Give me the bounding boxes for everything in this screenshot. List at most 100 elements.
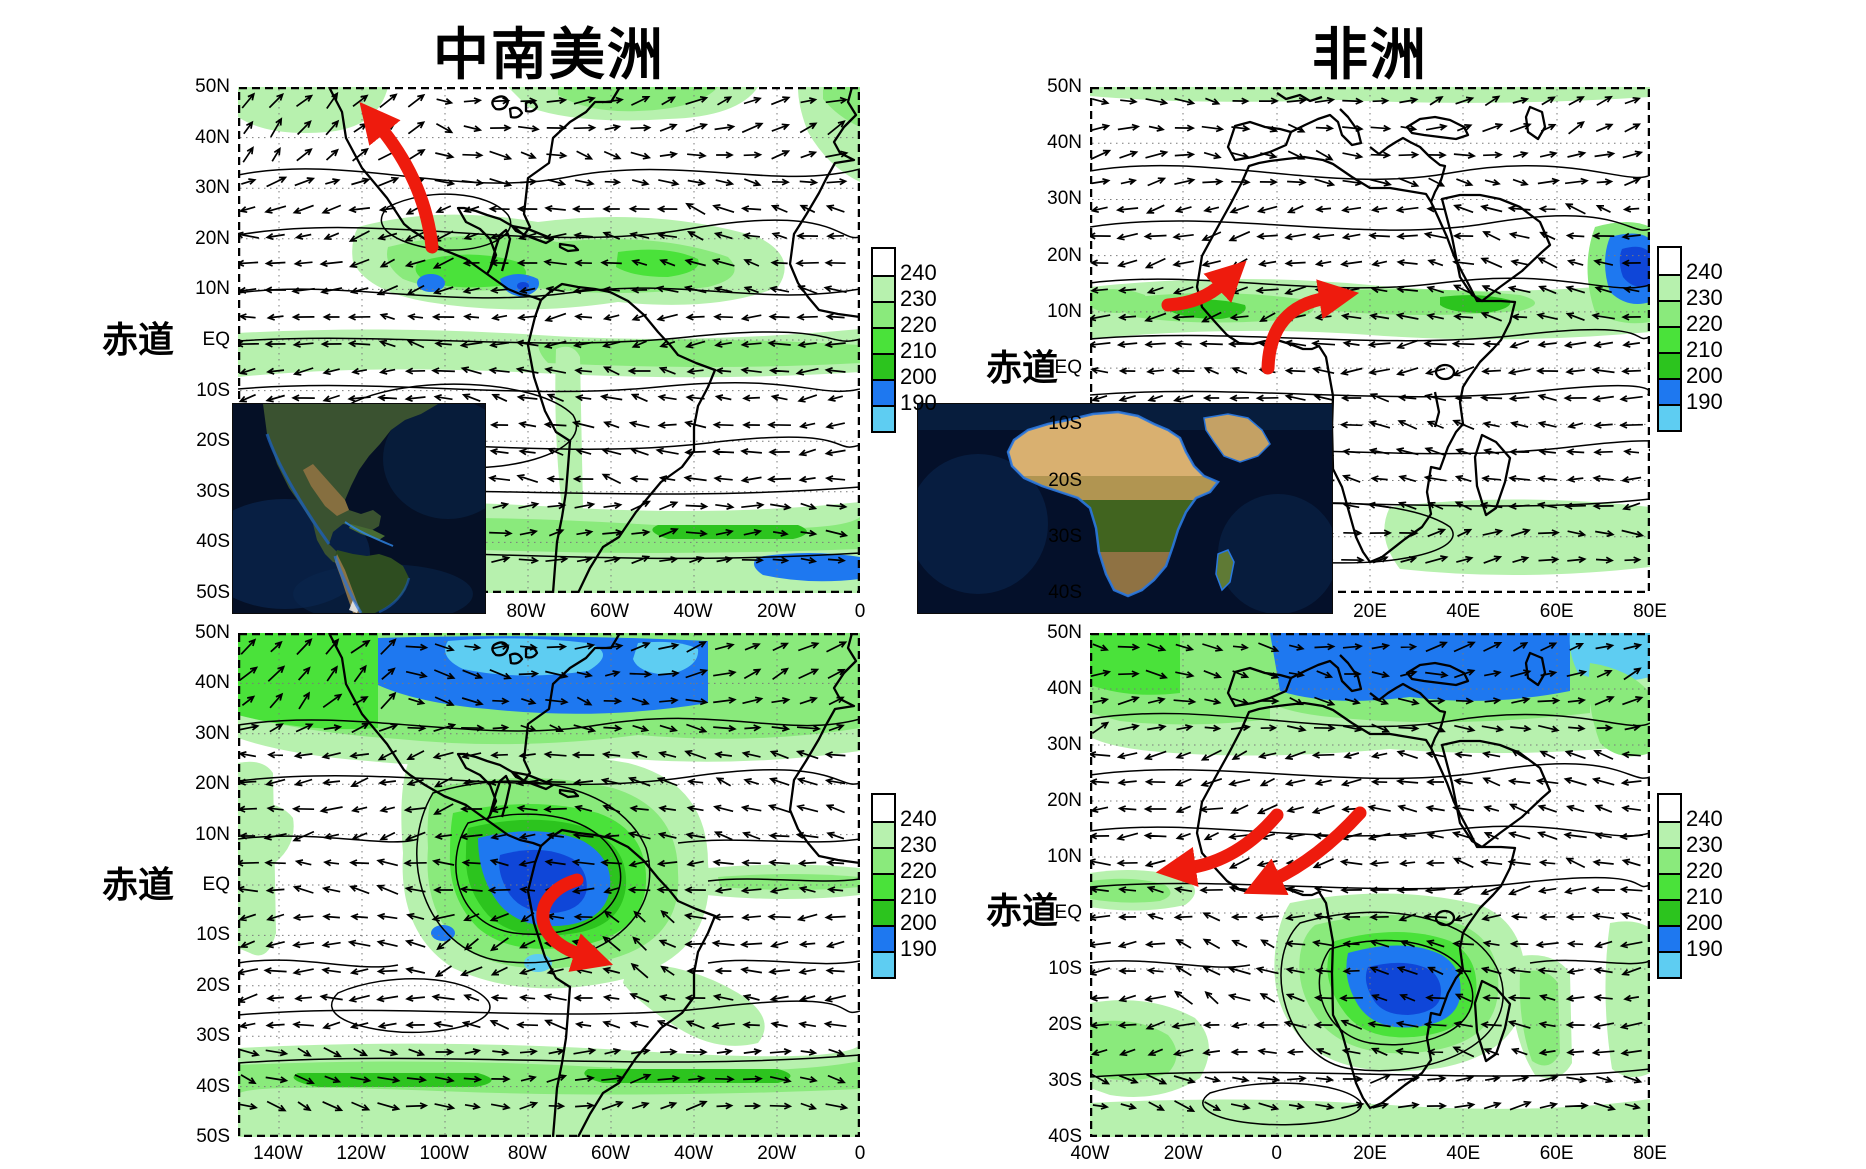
americas-satellite-inset (233, 404, 485, 613)
colorbar-label: 210 (1686, 337, 1723, 362)
colorbar-labels: 240 230 220 210 200 190 (900, 260, 964, 416)
red-flow-arrows (536, 873, 613, 972)
wind-vector-arrows (238, 638, 849, 1112)
x-tick-label: 20W (1163, 1143, 1203, 1164)
x-tick-label: 60W (589, 601, 630, 622)
colorbar-label: 230 (900, 832, 937, 857)
y-tick-label: 20S (196, 430, 230, 452)
y-tick-label: EQ (1054, 902, 1082, 923)
map-panel-bottom-right (1090, 633, 1650, 1137)
y-tick-label: 30S (1048, 525, 1082, 547)
y-tick-label: 30S (196, 480, 230, 502)
y-tick-label: 40S (1048, 1126, 1082, 1147)
y-tick-label: 40N (1047, 132, 1082, 154)
y-tick-label: 40N (195, 672, 230, 694)
x-tick-label: 0 (854, 601, 866, 622)
colorbar-label: 210 (900, 338, 937, 363)
shading-layer (238, 633, 860, 1137)
colorbar-cell (873, 405, 894, 431)
colorbar-cell (1659, 378, 1680, 404)
colorbar-label: 210 (1686, 884, 1723, 909)
map-bottom-left (238, 633, 860, 1137)
y-tick-label: 10S (196, 379, 230, 401)
colorbar-label: 240 (900, 260, 937, 285)
colorbar-cell (1659, 352, 1680, 378)
wind-arrows-layer (1090, 641, 1644, 1113)
y-tick-label: 10S (196, 924, 230, 946)
colorbar-cell (873, 873, 894, 899)
red-flow-arrows (1155, 806, 1367, 895)
colorbar-cell (1659, 274, 1680, 300)
y-axis-bottom-left: 50N 40N 30N 20N 10N EQ 10S 20S 30S 40S 50S (160, 623, 230, 1147)
y-tick-label: 20S (196, 974, 230, 996)
colorbar-label: 220 (1686, 311, 1723, 336)
y-tick-label: 30N (1047, 734, 1082, 755)
graticule-layer (240, 635, 858, 1135)
colorbar-label: 190 (1686, 936, 1723, 961)
x-tick-label: 40W (673, 601, 713, 622)
equator-label-bottom-right: 赤道 (985, 890, 1058, 931)
colorbar-cell (873, 327, 894, 353)
x-axis-top-left: 80W 60W 40W 20W 0 (494, 601, 892, 623)
colorbar-cell (873, 379, 894, 405)
x-tick-label: 80W (506, 601, 546, 622)
contour-layer (238, 717, 860, 1064)
x-tick-label: 140W (253, 1143, 303, 1164)
colorbar-cells (871, 793, 896, 979)
y-axis-top-right: 50N 40N 30N 20N 10N EQ 10S 20S 30S 40S (1012, 77, 1082, 603)
colorbar-cell (1659, 300, 1680, 326)
equator-label-bottom-left: 赤道 (101, 864, 174, 905)
colorbar-label: 220 (1686, 858, 1723, 883)
colorbar-cells (871, 247, 896, 433)
colorbar-cell (1659, 899, 1680, 925)
x-tick-label: 80E (1633, 601, 1667, 622)
x-tick-label: 20W (757, 1143, 797, 1164)
x-tick-label: 100W (419, 1143, 470, 1164)
colorbar-label: 230 (900, 286, 937, 311)
africa-satellite-inset (918, 404, 1332, 613)
map-frame (238, 87, 860, 593)
colorbar-label: 240 (1686, 806, 1723, 831)
y-tick-label: 50N (195, 76, 230, 97)
x-tick-label: 0 (854, 1143, 866, 1164)
colorbar-label: 240 (900, 806, 937, 831)
colorbar-cell (873, 795, 894, 821)
africa-satellite-image (918, 404, 1332, 613)
y-tick-label: 20S (1048, 1014, 1082, 1035)
colorbar-cell (1659, 326, 1680, 352)
x-axis-bottom-left: 140W 120W 100W 80W 60W 40W 20W 0 (246, 1143, 892, 1165)
graticule-layer (1092, 635, 1648, 1135)
map-panel-bottom-left (238, 633, 860, 1137)
colorbar-label: 190 (900, 936, 937, 961)
colorbar-cell (873, 249, 894, 275)
red-flow-arrows (1161, 260, 1360, 375)
colorbar-cell (1659, 821, 1680, 847)
x-tick-label: 60W (591, 1143, 631, 1164)
red-flow-arrow (1261, 279, 1360, 375)
x-tick-label: 120W (336, 1143, 386, 1164)
equator-label-top-right: 赤道 (985, 347, 1058, 388)
x-tick-label: 40W (1070, 1143, 1110, 1164)
panel-title-africa: 非洲 (1312, 23, 1428, 86)
panel-title-americas: 中南美洲 (433, 23, 665, 86)
colorbar-label: 200 (1686, 363, 1723, 388)
x-tick-label: 0 (1271, 1143, 1282, 1164)
colorbar-cell (1659, 847, 1680, 873)
red-flow-arrow (1161, 260, 1247, 312)
wind-vector-arrows (1090, 641, 1644, 1113)
colorbar-cells (1657, 246, 1682, 432)
y-tick-label: 10S (1048, 958, 1082, 979)
colorbar-label: 220 (900, 312, 937, 337)
y-tick-label: 20N (195, 773, 230, 795)
y-tick-label: 10N (1047, 300, 1082, 322)
x-tick-label: 40E (1446, 601, 1481, 622)
x-axis-bottom-right: 40W 20W 0 20E 40E 60E 80E (1058, 1143, 1682, 1165)
y-tick-label: 10N (195, 278, 230, 300)
y-tick-label: EQ (1054, 357, 1082, 379)
equator-label-top-left: 赤道 (101, 319, 174, 360)
y-tick-label: 30S (196, 1025, 230, 1047)
colorbar-label: 230 (1686, 832, 1723, 857)
colorbar-cell (873, 847, 894, 873)
colorbar-label: 200 (1686, 910, 1723, 935)
y-tick-label: 20S (1048, 469, 1082, 491)
